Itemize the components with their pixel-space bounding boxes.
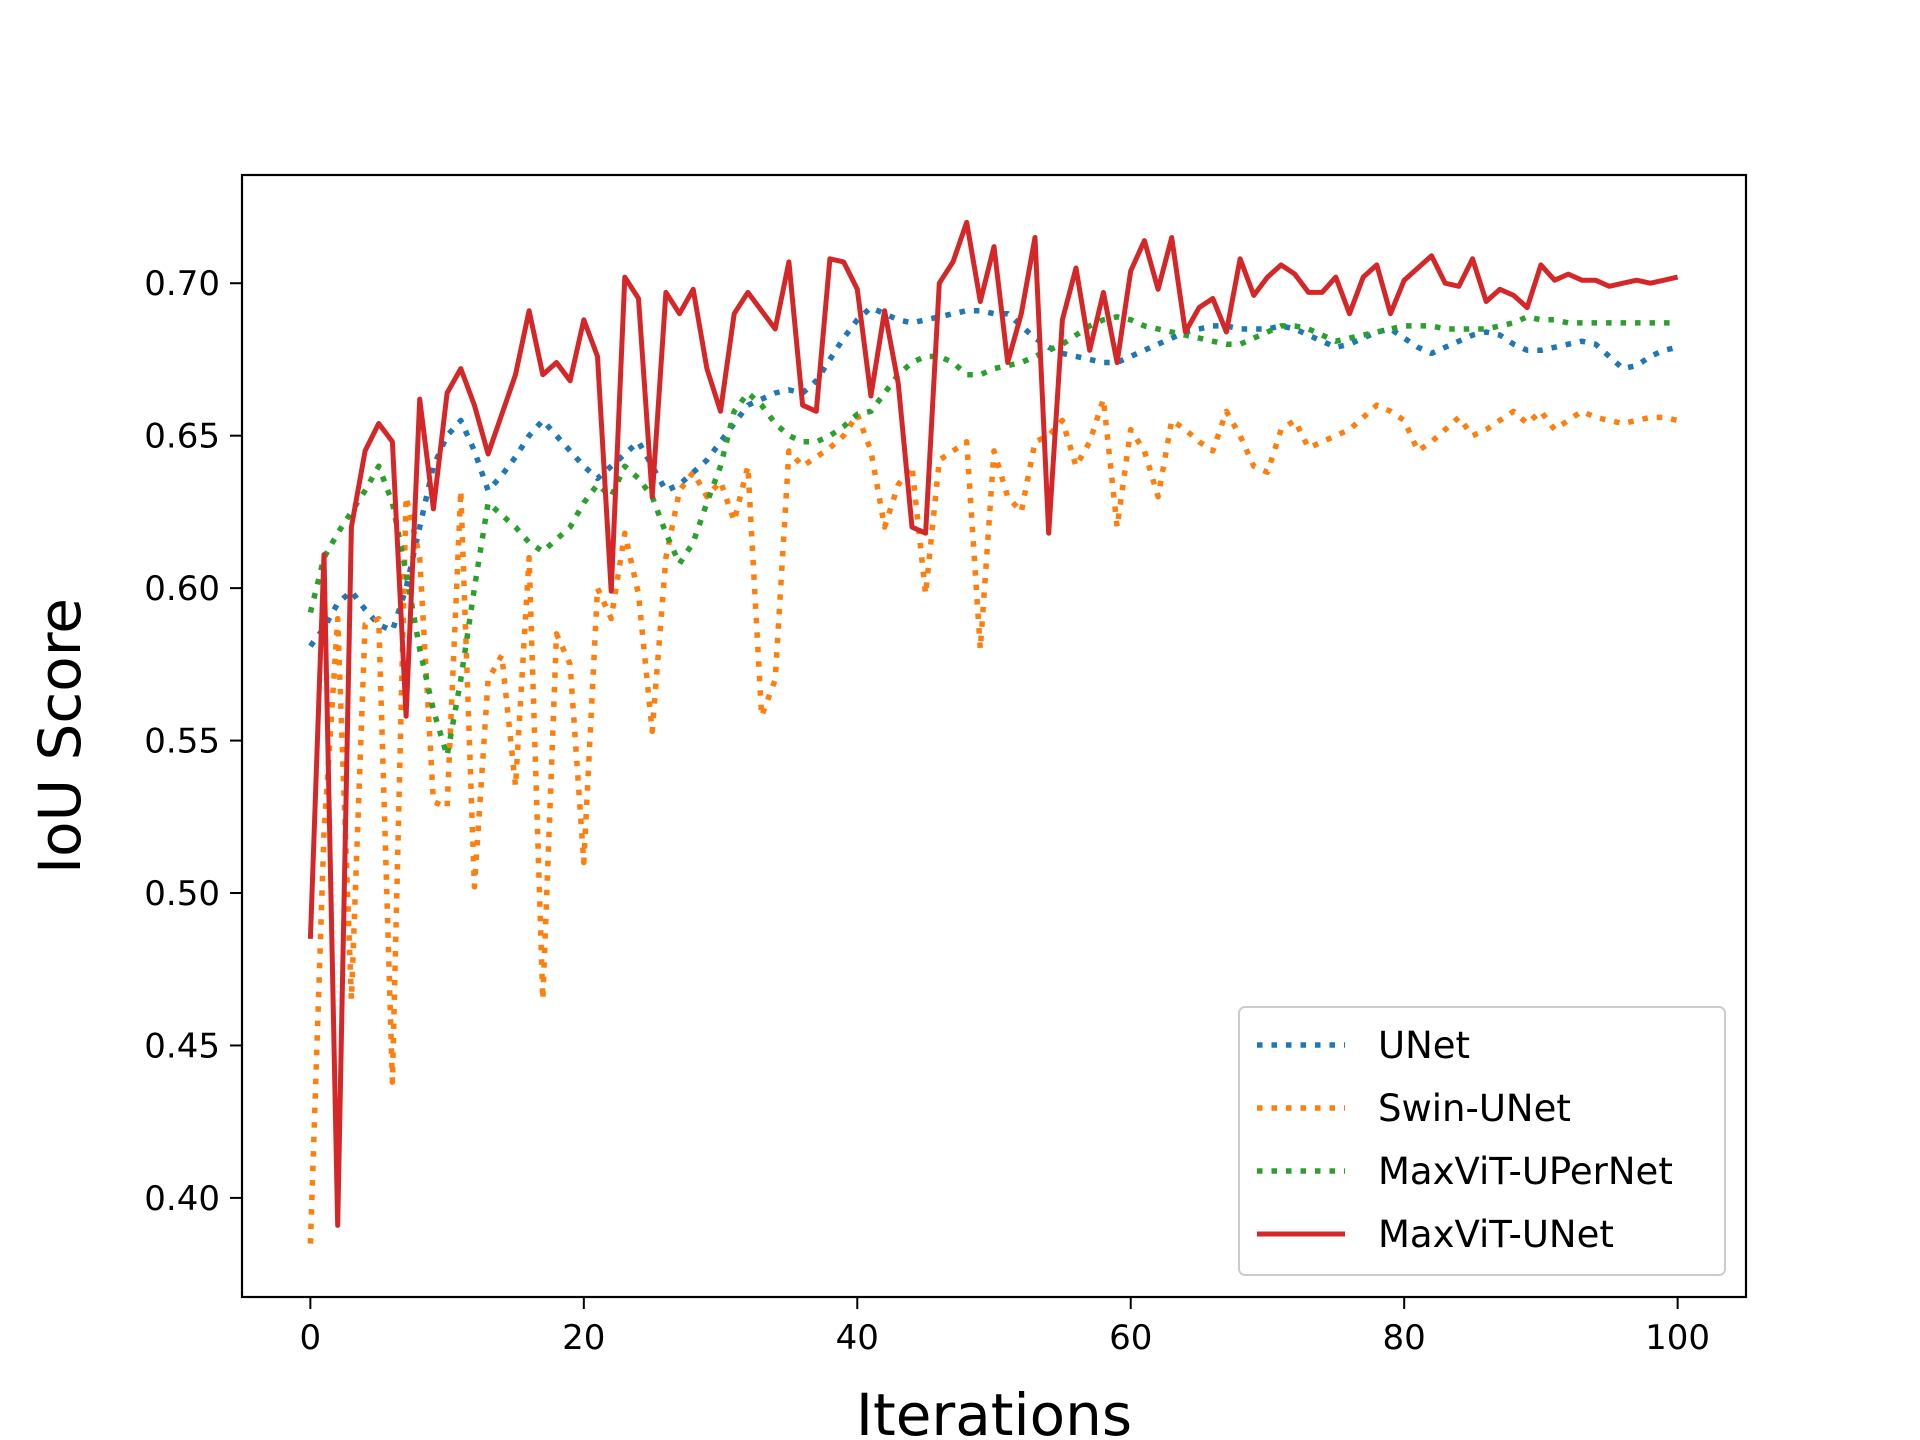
legend-box: [1238, 1006, 1726, 1276]
y-tick-label: 0.50: [144, 874, 220, 914]
x-tick-label: 60: [1109, 1318, 1152, 1358]
y-axis-title: IoU Score: [26, 598, 94, 874]
legend-label: Swin-UNet: [1378, 1087, 1571, 1130]
legend-label: MaxViT-UNet: [1378, 1213, 1614, 1256]
y-axis: 0.40 0.45 0.50 0.55 0.60 0.65 0.70: [144, 264, 242, 1219]
legend: UNet Swin-UNet MaxViT-UPerNet MaxViT-UNet: [1238, 1006, 1726, 1276]
y-tick-label: 0.55: [144, 722, 220, 762]
x-axis: 0 20 40 60 80 100: [300, 1297, 1710, 1358]
y-tick-label: 0.45: [144, 1026, 220, 1066]
y-tick-label: 0.60: [144, 569, 220, 609]
x-tick-label: 0: [300, 1318, 322, 1358]
y-tick-label: 0.40: [144, 1179, 220, 1219]
x-tick-label: 100: [1645, 1318, 1710, 1358]
series-line-swin-unet: [307, 396, 1679, 1244]
y-tick-label: 0.65: [144, 417, 220, 457]
legend-label: UNet: [1378, 1024, 1470, 1067]
series-line-unet: [308, 304, 1679, 648]
series-line-maxvit-unet: [307, 219, 1679, 1228]
series-layer: [307, 219, 1679, 1244]
plot-frame: [240, 173, 1748, 1299]
legend-label: MaxViT-UPerNet: [1378, 1150, 1673, 1193]
plot-area: [240, 173, 1748, 1299]
y-tick-label: 0.70: [144, 264, 220, 304]
x-axis-title: Iterations: [856, 1381, 1132, 1440]
x-tick-label: 40: [836, 1318, 879, 1358]
x-tick-label: 20: [562, 1318, 605, 1358]
series-line-maxvit-upernet: [307, 314, 1678, 759]
x-tick-label: 80: [1383, 1318, 1426, 1358]
